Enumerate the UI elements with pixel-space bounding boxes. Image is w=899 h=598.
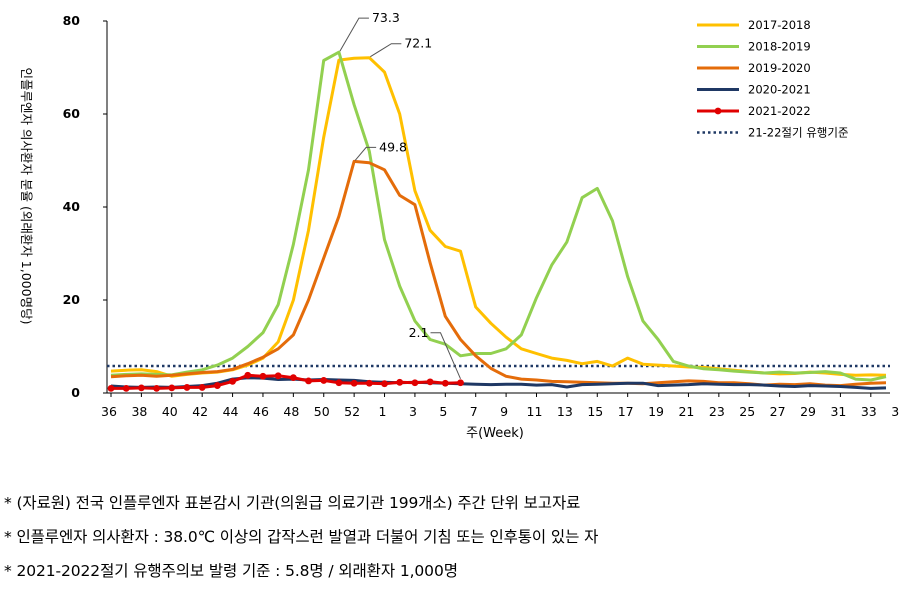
x-tick-label: 11 — [527, 404, 543, 419]
y-tick-label: 0 — [71, 385, 80, 400]
series-point-2021-2022 — [457, 379, 464, 387]
series-point-2021-2022 — [107, 384, 115, 392]
series-point-2021-2022 — [289, 374, 297, 382]
series-point-2021-2022 — [213, 382, 221, 389]
chart-annotations: 73.3 72.1 49.8 2.1 — [339, 10, 461, 379]
y-axis-label: 인플루엔자 의사환자 분율 (외래환자 1,000명당) — [19, 68, 34, 325]
series-point-2021-2022 — [365, 379, 373, 387]
legend-label: 2019-2020 — [748, 61, 811, 75]
y-tick-label: 60 — [63, 106, 81, 121]
legend-label: 2020-2021 — [748, 83, 811, 97]
y-tick-label: 20 — [63, 292, 81, 307]
x-tick-label: 52 — [344, 404, 360, 419]
series-point-2021-2022 — [426, 378, 434, 386]
series-point-2021-2022 — [122, 384, 130, 392]
footnotes: * (자료원) 전국 인플루엔자 표본감시 기관(의원급 의료기관 199개소)… — [4, 492, 899, 594]
x-tick-label: 27 — [770, 404, 786, 419]
y-tick-label: 80 — [63, 13, 81, 28]
x-tick-label: 48 — [283, 404, 299, 419]
series-point-2021-2022 — [320, 377, 328, 384]
x-tick-label: 19 — [648, 404, 664, 419]
series-point-2021-2022 — [411, 379, 419, 387]
chart-series — [107, 50, 887, 392]
series-point-2021-2022 — [183, 384, 191, 391]
series-point-2021-2022 — [350, 379, 358, 387]
legend-label: 2018-2019 — [748, 40, 811, 54]
x-tick-label: 13 — [557, 404, 573, 419]
x-tick-label: 5 — [439, 404, 447, 419]
series-point-2021-2022 — [259, 372, 267, 380]
series-point-2021-2022 — [198, 384, 206, 391]
series-point-2021-2022 — [305, 377, 312, 385]
x-tick-label: 17 — [618, 404, 634, 419]
y-tick-label: 40 — [63, 199, 81, 214]
footnote-source: * (자료원) 전국 인플루엔자 표본감시 기관(의원급 의료기관 199개소)… — [4, 494, 581, 512]
series-point-2021-2022 — [137, 384, 145, 392]
legend-label: 21-22절기 유행기준 — [748, 126, 849, 140]
x-tick-label: 15 — [587, 404, 603, 419]
series-line-2018-2019 — [110, 50, 887, 382]
x-tick-label: 25 — [739, 404, 755, 419]
series-point-2021-2022 — [274, 372, 282, 380]
x-tick-label: 42 — [192, 404, 208, 419]
x-tick-label: 7 — [470, 404, 478, 419]
annotation-label: 2.1 — [409, 325, 429, 340]
x-tick-label: 46 — [253, 404, 269, 419]
annotation-leader — [339, 17, 369, 52]
series-point-2021-2022 — [168, 384, 176, 392]
x-tick-label: 1 — [379, 404, 387, 419]
annotation-label: 73.3 — [372, 10, 400, 25]
x-tick-label: 31 — [830, 404, 846, 419]
x-tick-label: 35 — [891, 404, 899, 419]
series-point-2021-2022 — [441, 379, 449, 387]
legend-label: 2017-2018 — [748, 18, 811, 32]
x-tick-label: 21 — [678, 404, 694, 419]
series-point-2021-2022 — [396, 378, 404, 386]
x-axis-label: 주(Week) — [466, 426, 524, 441]
annotation-label: 72.1 — [404, 36, 432, 51]
chart-legend: 2017-2018 2018-2019 2019-2020 2020-2021 2021… — [697, 18, 849, 140]
annotation-leader — [354, 146, 377, 161]
x-tick-label: 33 — [861, 404, 877, 419]
legend-label: 2021-2022 — [748, 104, 811, 118]
x-tick-label: 9 — [500, 404, 508, 419]
x-tick-label: 38 — [131, 404, 147, 419]
x-tick-label: 50 — [314, 404, 330, 419]
series-point-2021-2022 — [335, 379, 343, 387]
series-point-2021-2022 — [153, 384, 160, 392]
legend-marker — [714, 107, 722, 115]
annotation-leader — [370, 43, 402, 58]
series-point-2021-2022 — [244, 371, 252, 379]
footnote-definition: * 인플루엔자 의사환자 : 38.0℃ 이상의 갑작스런 발열과 더불어 기침… — [4, 528, 599, 546]
annotation-label: 49.8 — [379, 139, 407, 154]
annotation-leader — [430, 332, 461, 379]
footnote-threshold: * 2021-2022절기 유행주의보 발령 기준 : 5.8명 / 외래환자 … — [4, 562, 458, 580]
series-point-2021-2022 — [381, 380, 388, 388]
x-tick-label: 36 — [101, 404, 117, 419]
series-point-2021-2022 — [229, 377, 236, 385]
x-tick-label: 44 — [223, 404, 239, 419]
x-tick-label: 3 — [409, 404, 417, 419]
x-tick-label: 29 — [800, 404, 816, 419]
x-tick-label: 23 — [709, 404, 725, 419]
x-tick-label: 40 — [162, 404, 178, 419]
